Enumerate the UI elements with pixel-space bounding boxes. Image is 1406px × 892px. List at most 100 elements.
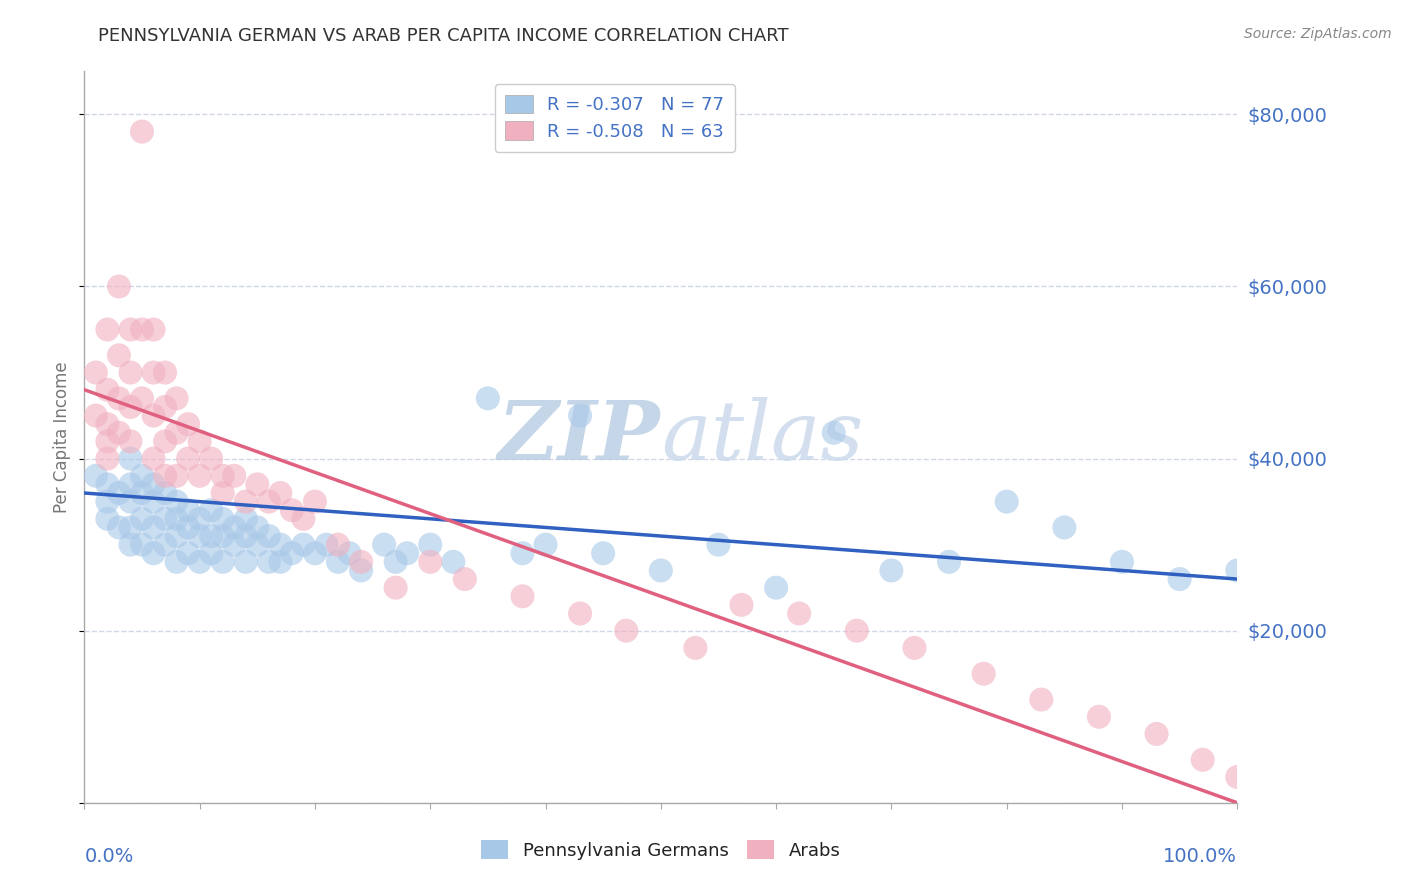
Point (131, 486, 153, 500)
Point (973, 666, 995, 681)
Point (120, 400, 142, 414)
Point (188, 529, 211, 543)
Point (224, 468, 246, 483)
Point (120, 538, 142, 552)
Point (281, 546, 304, 560)
Point (153, 538, 176, 552)
Point (153, 366, 176, 380)
Point (938, 555, 960, 569)
Point (120, 322, 142, 336)
Point (1088, 710, 1111, 724)
Point (269, 538, 291, 552)
Point (235, 494, 257, 508)
Point (153, 468, 176, 483)
Point (292, 538, 315, 552)
Point (396, 546, 419, 560)
Point (246, 538, 269, 552)
Point (142, 366, 165, 380)
Point (304, 494, 326, 508)
Point (166, 425, 188, 440)
Point (350, 564, 373, 578)
Point (269, 555, 291, 569)
Point (235, 529, 257, 543)
Point (177, 451, 200, 466)
Point (1191, 753, 1213, 767)
Point (512, 546, 534, 560)
Point (166, 494, 188, 508)
Point (592, 546, 614, 560)
Point (257, 494, 280, 508)
Text: 0.0%: 0.0% (84, 847, 134, 866)
Point (384, 555, 406, 569)
Point (534, 538, 557, 552)
Point (326, 555, 349, 569)
Point (166, 555, 188, 569)
Point (166, 512, 188, 526)
Point (108, 520, 131, 534)
Point (188, 555, 211, 569)
Point (96, 451, 118, 466)
Point (281, 503, 304, 517)
Text: PENNSYLVANIA GERMAN VS ARAB PER CAPITA INCOME CORRELATION CHART: PENNSYLVANIA GERMAN VS ARAB PER CAPITA I… (98, 27, 789, 45)
Point (211, 529, 233, 543)
Point (211, 468, 233, 483)
Point (142, 520, 165, 534)
Point (350, 555, 373, 569)
Point (823, 425, 845, 440)
Point (211, 512, 233, 526)
Point (96, 512, 118, 526)
Point (96, 494, 118, 508)
Point (177, 546, 200, 560)
Point (96, 417, 118, 432)
Point (685, 640, 707, 655)
Point (142, 451, 165, 466)
Point (153, 434, 176, 449)
Point (880, 564, 903, 578)
Point (1226, 564, 1249, 578)
Point (373, 538, 395, 552)
Text: 100.0%: 100.0% (1163, 847, 1237, 866)
Point (441, 555, 464, 569)
Point (1111, 555, 1133, 569)
Point (120, 451, 142, 466)
Point (131, 468, 153, 483)
Legend: Pennsylvania Germans, Arabs: Pennsylvania Germans, Arabs (474, 833, 848, 867)
Point (131, 322, 153, 336)
Point (153, 400, 176, 414)
Point (569, 607, 592, 621)
Point (188, 512, 211, 526)
Point (246, 520, 269, 534)
Point (315, 538, 337, 552)
Point (200, 546, 222, 560)
Point (120, 520, 142, 534)
Point (188, 468, 211, 483)
Point (1031, 692, 1053, 706)
Point (224, 538, 246, 552)
Point (142, 322, 165, 336)
Point (142, 546, 165, 560)
Point (108, 486, 131, 500)
Point (765, 581, 787, 595)
Point (131, 392, 153, 406)
Point (257, 555, 280, 569)
Point (650, 564, 672, 578)
Point (84, 409, 107, 423)
Point (177, 503, 200, 517)
Point (419, 555, 441, 569)
Point (200, 503, 222, 517)
Point (614, 624, 637, 638)
Point (108, 392, 131, 406)
Point (120, 366, 142, 380)
Point (166, 529, 188, 543)
Point (188, 434, 211, 449)
Point (995, 494, 1018, 508)
Point (131, 125, 153, 139)
Point (235, 512, 257, 526)
Text: ZIP: ZIP (498, 397, 661, 477)
Point (120, 494, 142, 508)
Point (153, 486, 176, 500)
Point (1146, 727, 1168, 741)
Point (1168, 572, 1191, 586)
Point (730, 598, 752, 612)
Point (292, 512, 315, 526)
